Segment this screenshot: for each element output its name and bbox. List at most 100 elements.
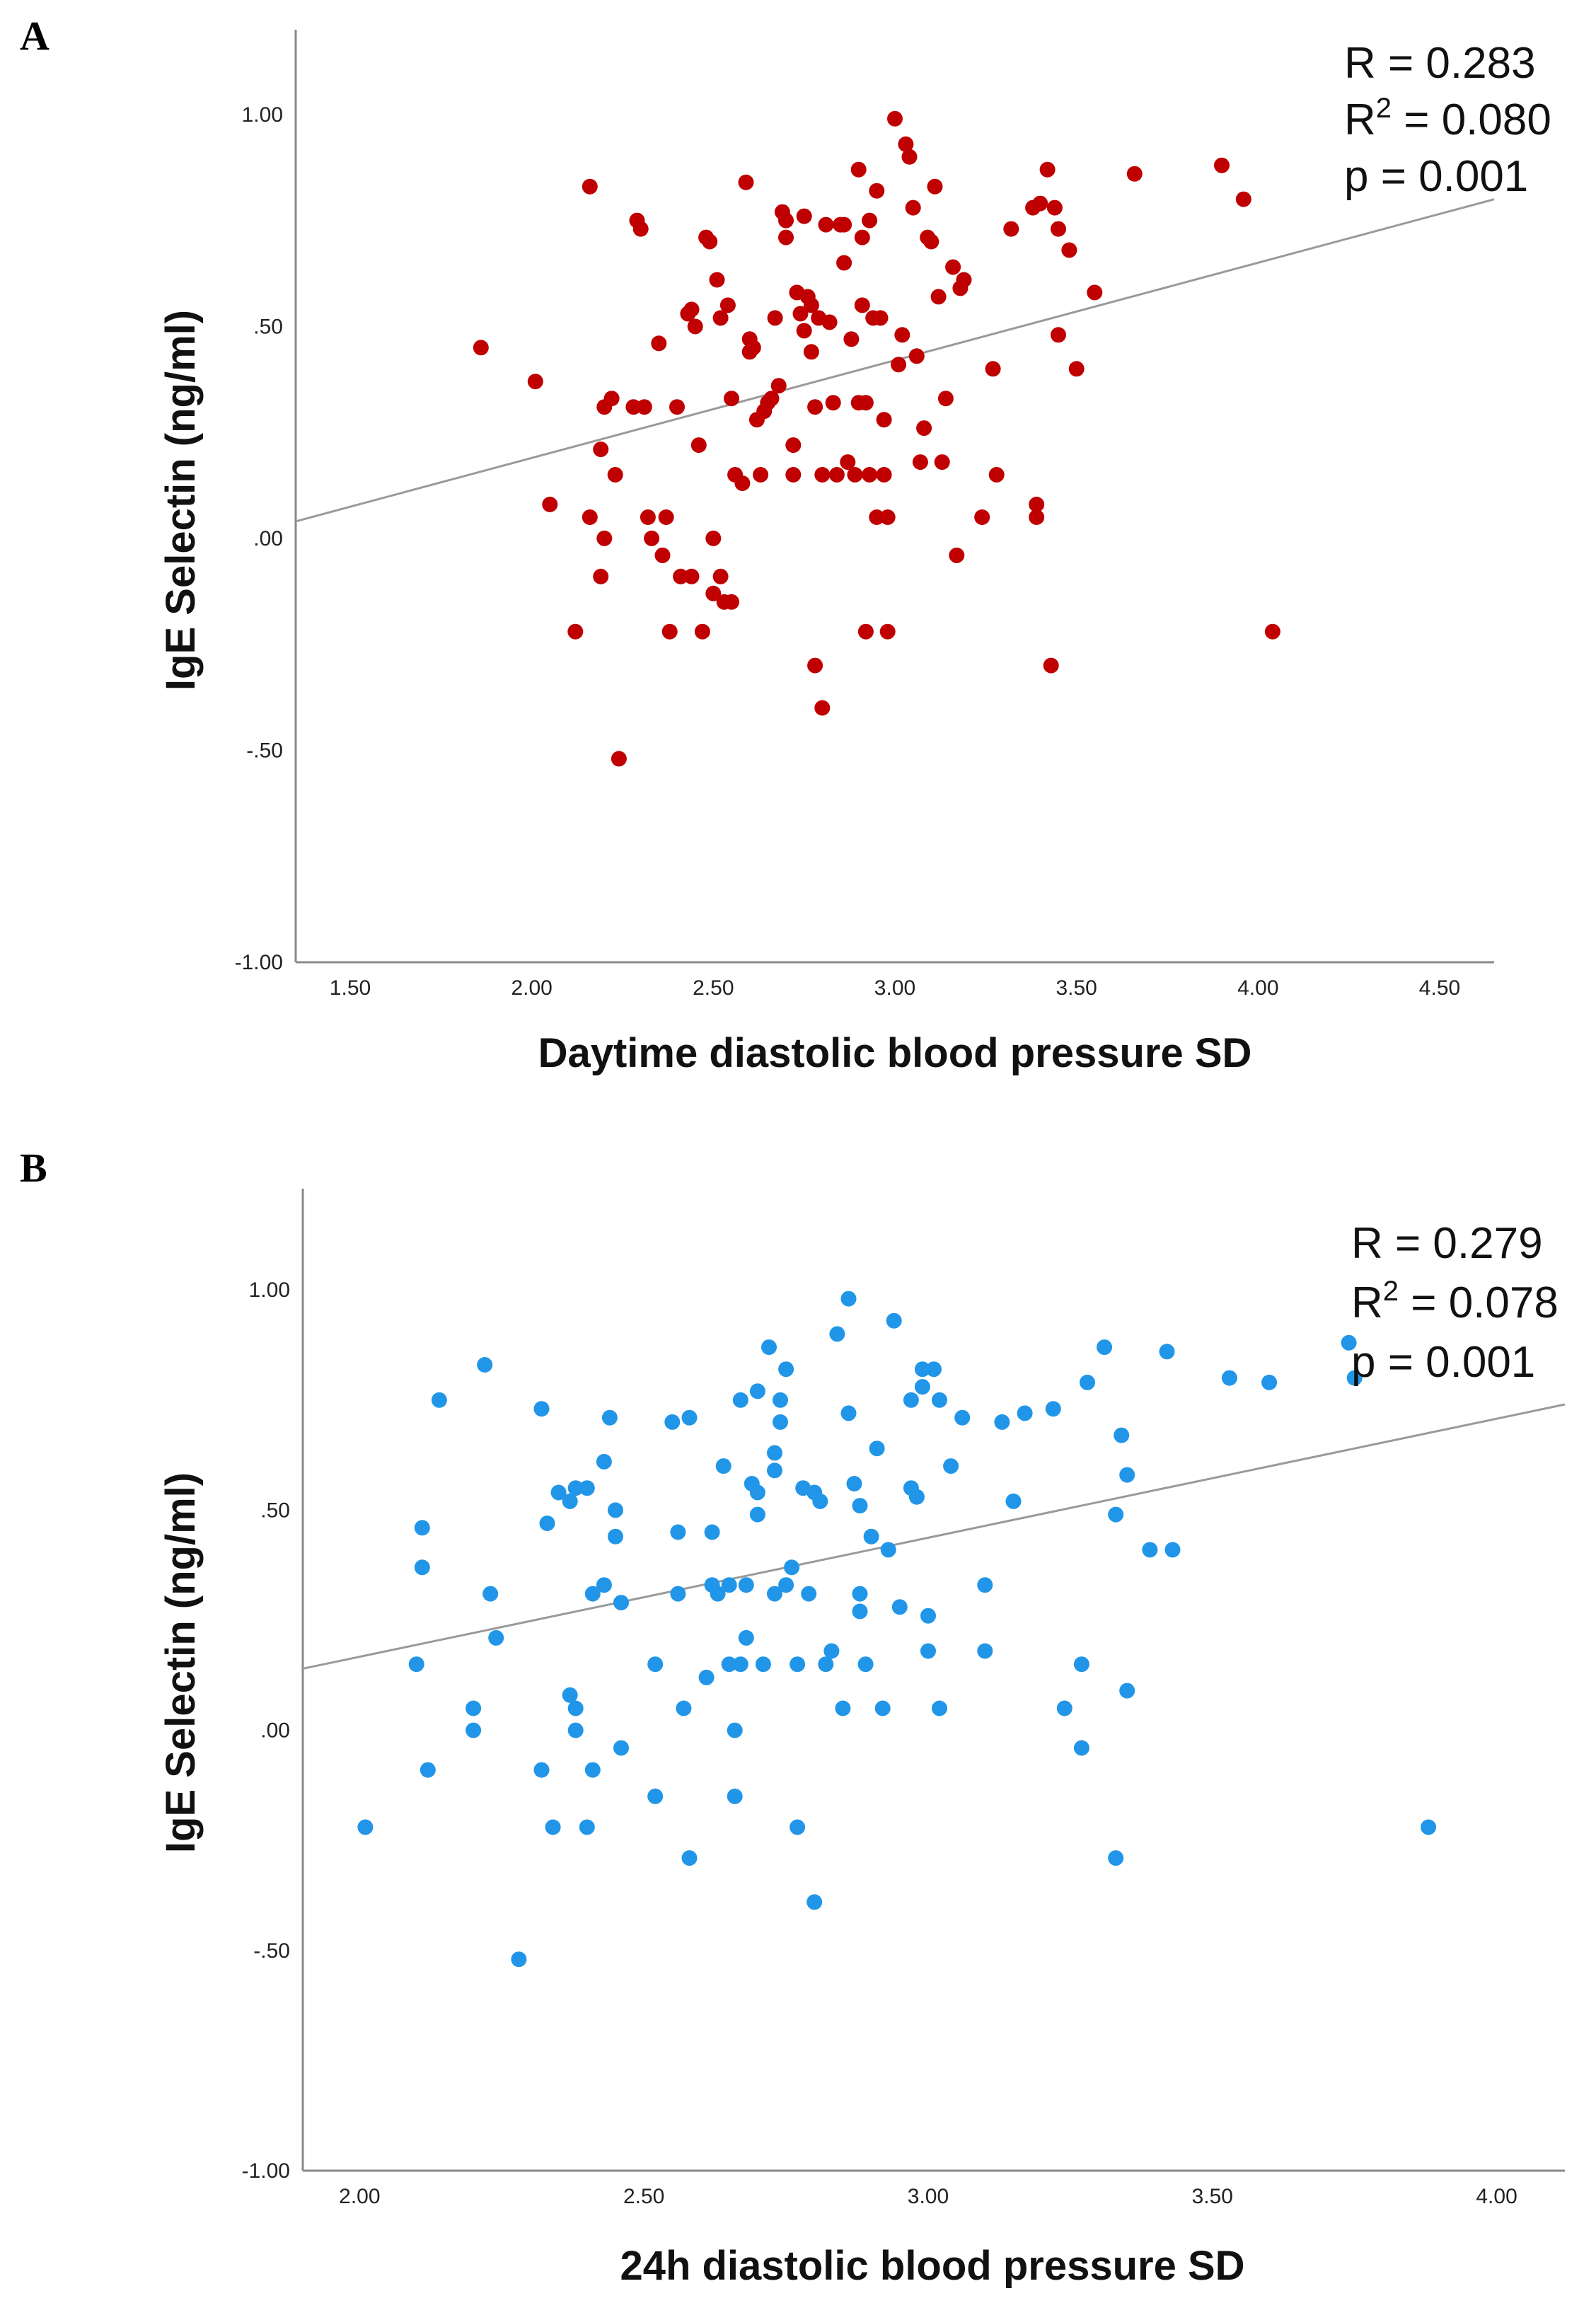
data-point bbox=[908, 348, 925, 364]
data-point bbox=[840, 1405, 857, 1421]
data-point bbox=[812, 1493, 828, 1509]
x-tick-label: 3.50 bbox=[1192, 2185, 1233, 2208]
data-point bbox=[511, 1951, 527, 1968]
data-point bbox=[749, 1506, 765, 1523]
data-point bbox=[420, 1762, 436, 1778]
data-point bbox=[770, 378, 787, 394]
data-point bbox=[527, 374, 543, 390]
y-tick-label: 1.00 bbox=[249, 1279, 290, 1302]
data-point bbox=[488, 1629, 504, 1646]
data-point bbox=[880, 1542, 896, 1558]
data-point bbox=[792, 306, 809, 322]
data-point bbox=[847, 467, 863, 483]
data-point bbox=[567, 623, 584, 640]
data-point bbox=[357, 1819, 374, 1835]
data-point bbox=[545, 1819, 561, 1835]
data-point bbox=[1087, 284, 1103, 301]
data-point bbox=[647, 1656, 664, 1673]
data-point bbox=[721, 1656, 737, 1673]
data-point bbox=[734, 475, 751, 491]
data-point bbox=[1029, 497, 1045, 512]
data-point bbox=[926, 1361, 942, 1378]
data-point bbox=[891, 1599, 908, 1615]
data-point bbox=[482, 1586, 499, 1602]
data-point bbox=[608, 1502, 623, 1518]
data-point bbox=[905, 200, 921, 216]
data-point bbox=[719, 297, 736, 313]
data-point bbox=[836, 217, 852, 233]
data-point bbox=[607, 467, 623, 483]
data-point bbox=[738, 174, 754, 190]
data-point bbox=[1235, 191, 1251, 207]
data-point bbox=[803, 297, 819, 313]
data-point bbox=[658, 509, 674, 525]
data-point bbox=[640, 509, 656, 525]
y-tick-labels-b: 1.00 .50 .00 -.50 -1.00 bbox=[242, 1279, 290, 2183]
data-point bbox=[715, 1458, 732, 1474]
data-point bbox=[914, 1379, 930, 1395]
data-point bbox=[790, 1656, 806, 1673]
x-axis-title-b: 24h diastolic blood pressure SD bbox=[620, 2243, 1244, 2289]
data-point bbox=[584, 1762, 601, 1778]
data-point bbox=[608, 1528, 623, 1545]
data-point bbox=[857, 1656, 874, 1673]
fit-line-b bbox=[302, 1403, 1566, 1670]
data-point bbox=[869, 1441, 885, 1457]
x-tick-label: 3.00 bbox=[874, 976, 915, 1000]
data-point bbox=[803, 344, 819, 360]
data-point bbox=[763, 391, 780, 407]
x-tick-label: 2.00 bbox=[511, 976, 552, 1000]
data-point bbox=[1073, 1656, 1089, 1673]
data-point bbox=[669, 399, 685, 415]
data-point bbox=[1126, 166, 1143, 182]
data-point bbox=[835, 1700, 851, 1716]
data-point bbox=[840, 454, 856, 471]
data-point bbox=[863, 1528, 879, 1545]
data-point bbox=[862, 467, 878, 483]
data-point bbox=[593, 441, 609, 458]
data-point bbox=[1043, 657, 1059, 674]
data-point bbox=[778, 229, 794, 246]
data-point bbox=[466, 1722, 482, 1738]
data-point bbox=[932, 1392, 947, 1408]
data-point bbox=[694, 623, 710, 640]
x-tick-label: 4.00 bbox=[1476, 2185, 1517, 2208]
x-tick-labels-b: 2.00 2.50 3.00 3.50 4.00 bbox=[339, 2185, 1517, 2208]
data-point bbox=[683, 568, 700, 584]
y-tick-label: 1.00 bbox=[242, 103, 283, 127]
data-point bbox=[988, 467, 1005, 483]
data-point bbox=[954, 1409, 971, 1426]
data-point bbox=[874, 1700, 891, 1716]
data-point bbox=[1003, 221, 1019, 237]
data-point bbox=[1108, 1850, 1124, 1866]
data-point bbox=[550, 1484, 567, 1501]
data-point bbox=[790, 1819, 806, 1835]
data-point bbox=[761, 1339, 777, 1356]
data-point bbox=[753, 467, 769, 483]
data-point bbox=[920, 1643, 936, 1659]
data-point bbox=[908, 1489, 925, 1505]
y-tick-label: -1.00 bbox=[235, 951, 283, 974]
data-point bbox=[724, 391, 739, 407]
data-point bbox=[767, 1586, 782, 1602]
data-point bbox=[567, 1722, 584, 1738]
data-point bbox=[1108, 1506, 1124, 1523]
data-point bbox=[596, 1577, 612, 1593]
data-point bbox=[920, 1608, 936, 1624]
data-point bbox=[1119, 1682, 1135, 1699]
data-point bbox=[596, 1453, 612, 1470]
data-point bbox=[724, 594, 739, 610]
data-point bbox=[891, 357, 907, 373]
data-point bbox=[702, 233, 718, 250]
data-point bbox=[887, 110, 903, 127]
data-point bbox=[876, 467, 892, 483]
x-tick-label: 3.50 bbox=[1056, 976, 1097, 1000]
data-point bbox=[647, 1788, 664, 1804]
data-point bbox=[582, 509, 598, 525]
data-point bbox=[872, 310, 889, 326]
data-point bbox=[934, 454, 950, 471]
x-tick-label: 2.50 bbox=[623, 2185, 664, 2208]
points-a bbox=[473, 110, 1280, 767]
data-point bbox=[916, 420, 932, 437]
